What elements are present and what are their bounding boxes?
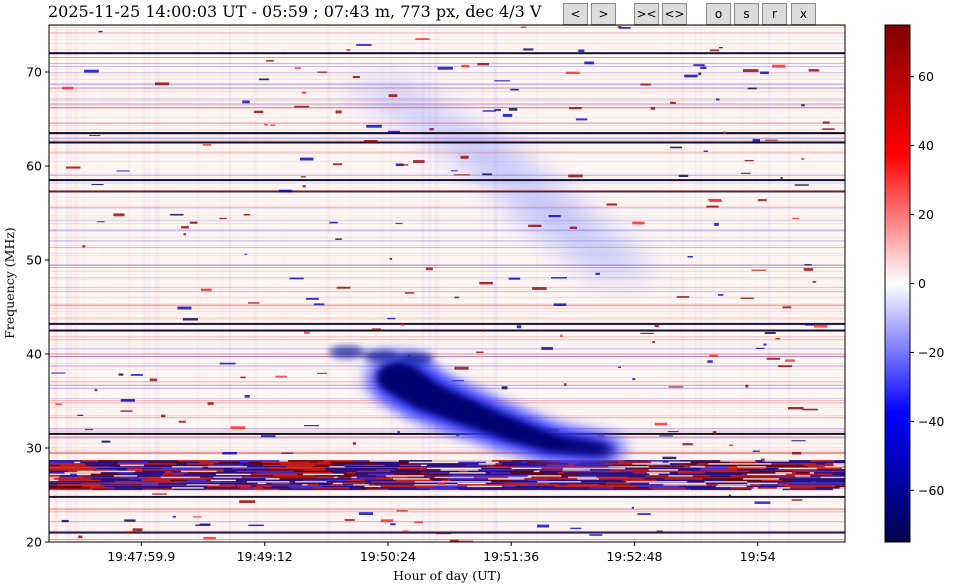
x-axis-label: Hour of day (UT)	[393, 568, 501, 583]
x-tick-label-2: 19:50:24	[360, 549, 416, 564]
x-tick-label-1: 19:49:12	[237, 549, 293, 564]
colorbar-tick-label-20: 20	[918, 207, 934, 222]
x-tick-label-4: 19:52:48	[606, 549, 662, 564]
colorbar-tick-label--40: −40	[918, 414, 944, 429]
y-tick-label-70: 70	[26, 65, 42, 80]
x-tick-label-3: 19:51:36	[483, 549, 539, 564]
zoom-out-button[interactable]: <>	[662, 3, 687, 25]
colorbar-tick-label--60: −60	[918, 483, 944, 498]
x-axis: 19:47:59.9 19:49:12 19:50:24 19:51:36 19:52:…	[107, 542, 776, 564]
y-tick-label-60: 60	[26, 159, 42, 174]
colorbar	[885, 25, 910, 542]
y-axis-label: Frequency (MHz)	[2, 227, 17, 339]
y-axis: 20 30 40 50 60 70	[26, 65, 49, 550]
colorbar-tick-label-40: 40	[918, 138, 934, 153]
burst-main-lane	[362, 349, 630, 468]
burst-upper-lane	[328, 346, 434, 365]
x-tick-label-5: 19:54	[740, 549, 776, 564]
burst-diffuse-band	[341, 76, 661, 284]
colorbar-tick-label-60: 60	[918, 69, 934, 84]
rfi-band	[49, 460, 845, 491]
colorbar-axis: −60 −40 −20 0 20 40 60	[910, 69, 944, 498]
next-button[interactable]: >	[591, 3, 616, 25]
y-tick-label-30: 30	[26, 441, 42, 456]
colorbar-tick-label-0: 0	[918, 276, 926, 291]
y-tick-label-20: 20	[26, 535, 42, 550]
x-tick-label-0: 19:47:59.9	[107, 549, 175, 564]
plot-frame	[48, 24, 846, 543]
y-tick-label-40: 40	[26, 347, 42, 362]
y-tick-label-50: 50	[26, 253, 42, 268]
chart-title: 2025-11-25 14:00:03 UT - 05:59 ; 07:43 m…	[48, 2, 542, 21]
spectrogram-content	[49, 25, 845, 542]
zoom-in-button[interactable]: ><	[634, 3, 659, 25]
colorbar-tick-label--20: −20	[918, 345, 944, 360]
